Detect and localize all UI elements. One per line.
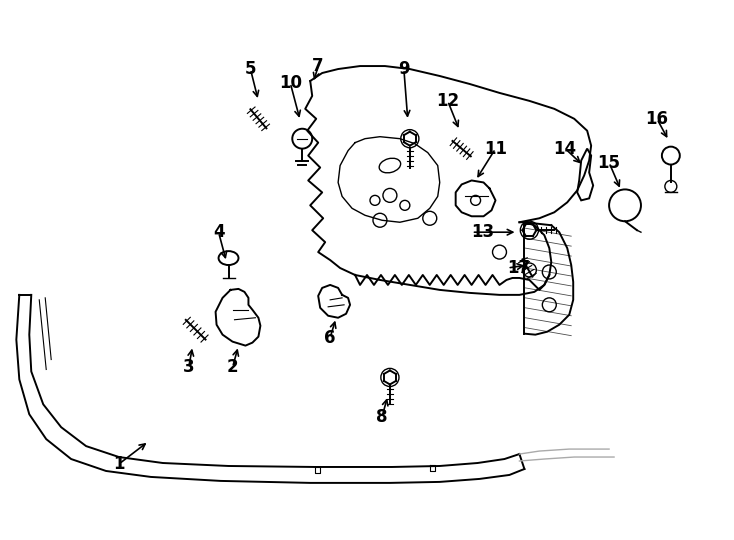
Text: 15: 15 [597, 153, 620, 172]
Text: 13: 13 [472, 223, 495, 241]
Text: 7: 7 [313, 57, 324, 75]
Text: 12: 12 [436, 92, 459, 110]
Text: 1: 1 [113, 455, 125, 473]
Text: 16: 16 [645, 110, 669, 128]
Text: 6: 6 [324, 329, 336, 347]
Text: 8: 8 [377, 408, 388, 426]
Text: 10: 10 [279, 74, 302, 92]
Text: 11: 11 [484, 140, 507, 158]
Text: 4: 4 [213, 223, 225, 241]
Text: 3: 3 [183, 359, 195, 376]
Text: 2: 2 [227, 359, 239, 376]
Text: 17: 17 [507, 259, 531, 277]
Text: 9: 9 [398, 60, 410, 78]
Text: 5: 5 [244, 60, 256, 78]
Polygon shape [577, 148, 593, 200]
Text: 14: 14 [553, 140, 577, 158]
